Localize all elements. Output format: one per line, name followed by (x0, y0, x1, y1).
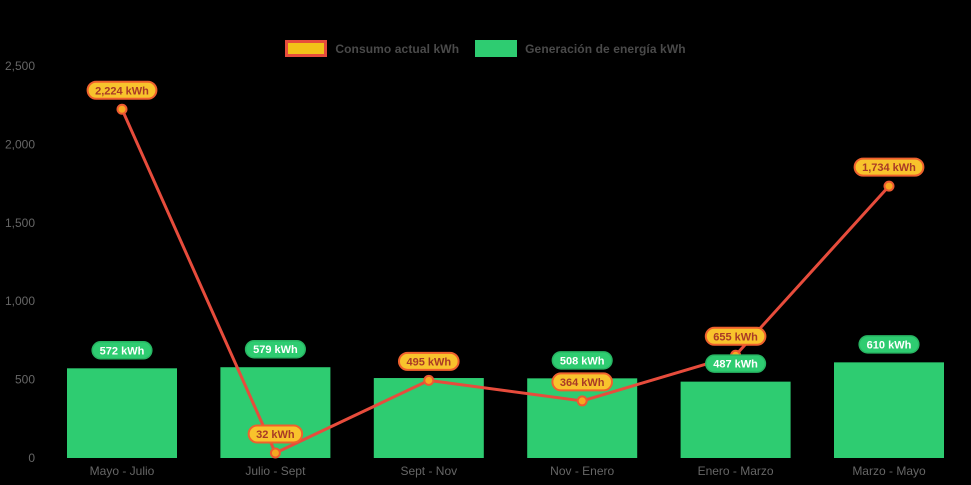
consumption-value-label-text: 655 kWh (713, 331, 758, 343)
consumption-value-label-bg (397, 351, 460, 371)
generation-value-label-bg (244, 339, 306, 359)
consumption-point[interactable] (423, 374, 435, 386)
generation-value-label-text: 579 kWh (253, 344, 298, 356)
consumption-value-label-bg (551, 372, 614, 392)
generation-bar[interactable] (220, 367, 331, 458)
consumption-value-label-bg (247, 424, 304, 444)
consumption-point[interactable] (883, 180, 895, 192)
y-axis-tick-label: 1,000 (5, 294, 35, 308)
y-axis-tick-label: 2,000 (5, 137, 35, 151)
y-axis-tick-label: 2,500 (5, 59, 35, 73)
generation-value-label-text: 508 kWh (560, 355, 605, 367)
generacion-swatch-icon (475, 40, 518, 57)
legend-item-consumo[interactable]: Consumo actual kWh (285, 40, 459, 57)
consumption-value-label-text: 2,224 kWh (95, 85, 149, 97)
generation-bar[interactable] (373, 378, 484, 458)
consumption-value-label-bg (704, 326, 767, 346)
generation-value-label: 579 kWh (244, 339, 306, 359)
generation-value-label-text: 572 kWh (100, 345, 145, 357)
legend-item-generacion[interactable]: Generación de energía kWh (475, 40, 686, 57)
consumption-value-label: 655 kWh (704, 326, 767, 346)
legend-label-consumo: Consumo actual kWh (335, 41, 460, 56)
x-axis-category-label: Enero - Marzo (698, 464, 774, 478)
generation-bar[interactable] (680, 381, 791, 458)
generation-value-label-bg (858, 335, 920, 354)
consumption-value-label-text: 495 kWh (406, 356, 451, 368)
generation-bar[interactable] (834, 362, 944, 458)
generation-value-label: 508 kWh (551, 351, 613, 370)
consumption-value-label: 495 kWh (397, 351, 460, 371)
consumption-point[interactable] (269, 447, 281, 459)
consumption-point[interactable] (116, 103, 128, 115)
x-axis-category-label: Julio - Sept (245, 464, 306, 478)
consumption-value-label-text: 364 kWh (560, 377, 605, 389)
legend-label-generacion: Generación de energía kWh (525, 41, 686, 56)
generation-value-label-bg (91, 341, 153, 360)
consumption-value-label-bg (86, 80, 158, 100)
y-axis-tick-label: 0 (28, 451, 35, 465)
generation-value-label-bg (551, 351, 613, 370)
generation-value-label: 572 kWh (91, 341, 153, 360)
consumption-value-label: 1,734 kWh (853, 157, 925, 177)
x-axis-category-label: Marzo - Mayo (852, 464, 926, 478)
generation-value-label: 487 kWh (705, 354, 767, 373)
x-axis-category-label: Sept - Nov (400, 464, 457, 478)
generation-value-label-text: 487 kWh (713, 359, 758, 371)
generation-bar[interactable] (67, 368, 177, 458)
generation-value-label-bg (705, 354, 767, 373)
generation-bar[interactable] (527, 378, 638, 458)
y-axis-tick-label: 1,500 (5, 216, 35, 230)
y-axis-tick-label: 500 (15, 373, 35, 387)
chart-legend: Consumo actual kWh Generación de energía… (0, 40, 971, 57)
x-axis-category-label: Nov - Enero (550, 464, 614, 478)
consumption-value-label: 2,224 kWh (86, 80, 158, 100)
consumption-value-label: 364 kWh (551, 372, 614, 392)
consumption-value-label-bg (853, 157, 925, 177)
consumo-swatch-icon (285, 40, 328, 57)
consumption-value-label-text: 32 kWh (256, 429, 295, 441)
generation-value-label-text: 610 kWh (867, 339, 912, 351)
consumption-line (120, 107, 891, 455)
generation-value-label: 610 kWh (858, 335, 920, 354)
consumption-value-label: 32 kWh (247, 424, 304, 444)
x-axis-category-label: Mayo - Julio (90, 464, 155, 478)
consumption-value-label-text: 1,734 kWh (862, 162, 916, 174)
consumption-point[interactable] (576, 395, 588, 407)
